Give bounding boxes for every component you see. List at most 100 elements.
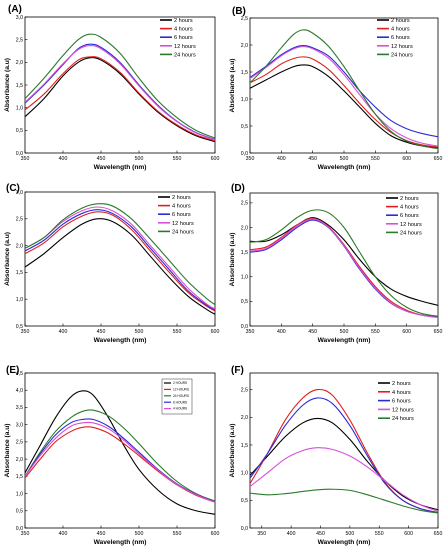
x-tick-label: 350 bbox=[246, 156, 255, 162]
legend-label-6-hours: 6 hours bbox=[172, 212, 191, 218]
x-tick-label: 400 bbox=[277, 156, 286, 162]
x-tick-label: 450 bbox=[97, 156, 106, 162]
y-tick-label: 1,5 bbox=[241, 250, 248, 256]
series-line-2-hours bbox=[25, 57, 215, 143]
panel-f: 350 400 450 500 550 600 650 0,0 0,5 1,0 1,5 2,0 2,5 W… bbox=[229, 365, 442, 546]
y-tick-label: 0,5 bbox=[241, 124, 248, 130]
y-tick-label: 1,0 bbox=[241, 470, 248, 476]
y-tick-label: 4,5 bbox=[16, 371, 23, 377]
legend-label-12-hours: 12 hours bbox=[174, 44, 196, 50]
x-tick-label: 600 bbox=[404, 531, 413, 537]
series-line-6-hours bbox=[25, 209, 215, 311]
y-tick-label: 2,0 bbox=[241, 415, 248, 421]
y-axis-label: Absorbance (a.u) bbox=[229, 59, 236, 113]
legend-label-12-hours: 12 HOURS bbox=[173, 388, 189, 392]
series-line-24-hours bbox=[25, 409, 215, 502]
x-tick-label: 600 bbox=[211, 531, 220, 537]
x-tick-label: 400 bbox=[59, 329, 68, 335]
y-tick-label: 2,5 bbox=[16, 440, 23, 446]
x-tick-label: 550 bbox=[173, 531, 182, 537]
x-tick-label: 600 bbox=[211, 156, 220, 162]
series-line-24-hours bbox=[25, 203, 215, 306]
legend-label-24-hours: 24 hours bbox=[172, 229, 194, 235]
legend-label-4-hours: 4 hours bbox=[174, 27, 193, 33]
y-tick-label: 0,5 bbox=[241, 498, 248, 504]
panel-e: 350 400 450 500 550 600 0,0 0,5 1,0 1,5 2,0 2,5 3,0 3… bbox=[4, 365, 219, 546]
y-axis-label: Absorbance (a.u) bbox=[4, 424, 11, 478]
legend-label-2-hours: 2 hours bbox=[174, 18, 193, 24]
y-tick-label: 2,0 bbox=[241, 43, 248, 49]
x-axis-label: Wavelength (nm) bbox=[94, 164, 147, 171]
series-line-2-hours bbox=[250, 417, 438, 511]
legend-label-4-hours: 4 hours bbox=[172, 204, 191, 210]
panel-b: 350 400 450 500 550 600 650 0,0 0,5 1,0 1,5 2,0 2,5 W… bbox=[229, 6, 442, 171]
y-tick-label: 1,5 bbox=[241, 443, 248, 449]
y-tick-label: 0,0 bbox=[241, 324, 248, 330]
x-tick-label: 350 bbox=[21, 531, 30, 537]
y-axis-label: Absorbance (a.u) bbox=[229, 233, 236, 287]
legend-label-2-hours: 2 hours bbox=[391, 18, 410, 24]
y-tick-label: 1,0 bbox=[16, 105, 23, 111]
series-line-4-hours bbox=[25, 211, 215, 312]
y-tick-label: 1,0 bbox=[16, 297, 23, 303]
series-line-6-hours bbox=[250, 397, 438, 514]
x-tick-label: 550 bbox=[371, 329, 380, 335]
x-tick-label: 600 bbox=[211, 329, 220, 335]
series-line-24-hours bbox=[250, 488, 438, 514]
series-line-24-hours bbox=[250, 29, 438, 150]
x-tick-label: 400 bbox=[59, 531, 68, 537]
x-tick-label: 550 bbox=[375, 531, 384, 537]
panel-a: 350 400 450 500 550 600 0,0 0,5 1,0 1,5 2,0 2,5 3,0 W… bbox=[4, 4, 219, 171]
x-tick-label: 550 bbox=[371, 156, 380, 162]
y-tick-label: 2,0 bbox=[16, 243, 23, 249]
legend-label-12-hours: 12 hours bbox=[392, 407, 414, 413]
series-line-4-hours bbox=[250, 56, 438, 148]
x-tick-label: 550 bbox=[173, 329, 182, 335]
panel-label: (A) bbox=[8, 4, 22, 15]
series-line-4-hours bbox=[250, 218, 438, 318]
plot-frame bbox=[24, 191, 216, 327]
y-tick-label: 3,5 bbox=[16, 405, 23, 411]
y-tick-label: 1,0 bbox=[16, 491, 23, 497]
x-tick-label: 650 bbox=[434, 329, 443, 335]
panel-c: 350 400 450 500 550 600 0,5 1,0 1,5 2,0 2,5 3,0 Wave… bbox=[4, 183, 219, 344]
legend-label-24-hours: 24 hours bbox=[391, 52, 413, 58]
legend-label-6-hours: 6 hours bbox=[392, 399, 411, 405]
legend-label-2-hours: 2 hours bbox=[400, 196, 419, 202]
x-tick-label: 650 bbox=[434, 156, 443, 162]
legend-label-2-hours: 2 HOURS bbox=[173, 381, 187, 385]
legend-label-6-hours: 6 HOURS bbox=[173, 400, 187, 404]
y-tick-label: 1,0 bbox=[241, 275, 248, 281]
y-tick-label: 2,0 bbox=[241, 225, 248, 231]
legend-label-4-hours: 4 HOURS bbox=[173, 407, 187, 411]
y-tick-label: 1,5 bbox=[16, 270, 23, 276]
x-tick-label: 350 bbox=[246, 329, 255, 335]
plot-frame bbox=[249, 372, 439, 529]
legend: 2 hours 4 hours 6 hours 12 hours 24 hours bbox=[386, 196, 422, 236]
y-tick-label: 2,0 bbox=[16, 457, 23, 463]
panel-label: (E) bbox=[6, 365, 19, 376]
legend-label-6-hours: 6 hours bbox=[174, 35, 193, 41]
series-line-2-hours bbox=[250, 64, 438, 149]
x-tick-label: 350 bbox=[21, 156, 30, 162]
x-axis-label: Wavelength (nm) bbox=[94, 337, 147, 344]
x-axis-label: Wavelength (nm) bbox=[94, 539, 147, 546]
legend-label-24-hours: 24 hours bbox=[174, 52, 196, 58]
x-tick-label: 500 bbox=[346, 531, 355, 537]
y-tick-label: 0,5 bbox=[16, 509, 23, 515]
plot-frame bbox=[24, 372, 216, 529]
y-tick-label: 0,0 bbox=[241, 526, 248, 532]
y-tick-label: 3,0 bbox=[16, 422, 23, 428]
legend: 2 hours 4 hours 6 hours 12 hours 24 hours bbox=[377, 18, 413, 58]
y-tick-label: 3,0 bbox=[16, 15, 23, 21]
x-tick-label: 500 bbox=[135, 329, 144, 335]
y-tick-label: 4,0 bbox=[16, 388, 23, 394]
y-tick-label: 0,0 bbox=[16, 526, 23, 532]
x-tick-label: 350 bbox=[21, 329, 30, 335]
y-tick-label: 0,0 bbox=[16, 151, 23, 157]
legend-label-2-hours: 2 hours bbox=[392, 381, 411, 387]
series-line-24-hours bbox=[250, 209, 438, 317]
panel-label: (D) bbox=[231, 183, 245, 194]
legend-label-12-hours: 12 hours bbox=[172, 221, 194, 227]
